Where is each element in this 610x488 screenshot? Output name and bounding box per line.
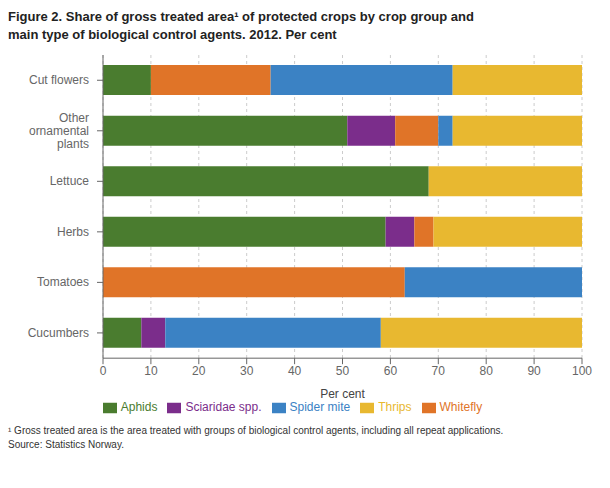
html-text:main type of biological contro: main type of biological control agents. … [8, 27, 337, 42]
html-text:Aphids: Aphids [120, 400, 158, 415]
svg-text:Otherornamentalplants: Otherornamentalplants [29, 111, 89, 151]
svg-text:40: 40 [288, 364, 302, 378]
svg-text:30: 30 [240, 364, 254, 378]
svg-text:Lettuce: Lettuce [50, 174, 90, 188]
svg-text:Cut flowers: Cut flowers [29, 73, 89, 87]
html-text:Whitefly: Whitefly [439, 400, 483, 415]
html-text:Spider mite: Spider mite [289, 400, 351, 415]
html-text:Figure 2. Share of gross treat: Figure 2. Share of gross treated area¹ o… [8, 9, 474, 24]
html-text:Source: Statistics Norway.: Source: Statistics Norway. [8, 439, 124, 450]
svg-text:50: 50 [336, 364, 350, 378]
svg-text:20: 20 [192, 364, 206, 378]
svg-text:60: 60 [384, 364, 398, 378]
svg-text:Cucumbers: Cucumbers [28, 326, 89, 340]
svg-text:Per cent: Per cent [320, 387, 365, 401]
svg-text:0: 0 [100, 364, 107, 378]
html-text:Thrips: Thrips [378, 400, 412, 415]
html-text:Sciaridae spp.: Sciaridae spp. [185, 400, 262, 415]
svg-text:Herbs: Herbs [57, 225, 89, 239]
svg-text:90: 90 [527, 364, 541, 378]
svg-text:70: 70 [432, 364, 446, 378]
svg-text:10: 10 [144, 364, 158, 378]
svg-text:80: 80 [480, 364, 494, 378]
svg-text:Tomatoes: Tomatoes [37, 275, 89, 289]
svg-text:100: 100 [572, 364, 592, 378]
html-text:¹ Gross treated area is the ar: ¹ Gross treated area is the area treated… [8, 425, 504, 436]
